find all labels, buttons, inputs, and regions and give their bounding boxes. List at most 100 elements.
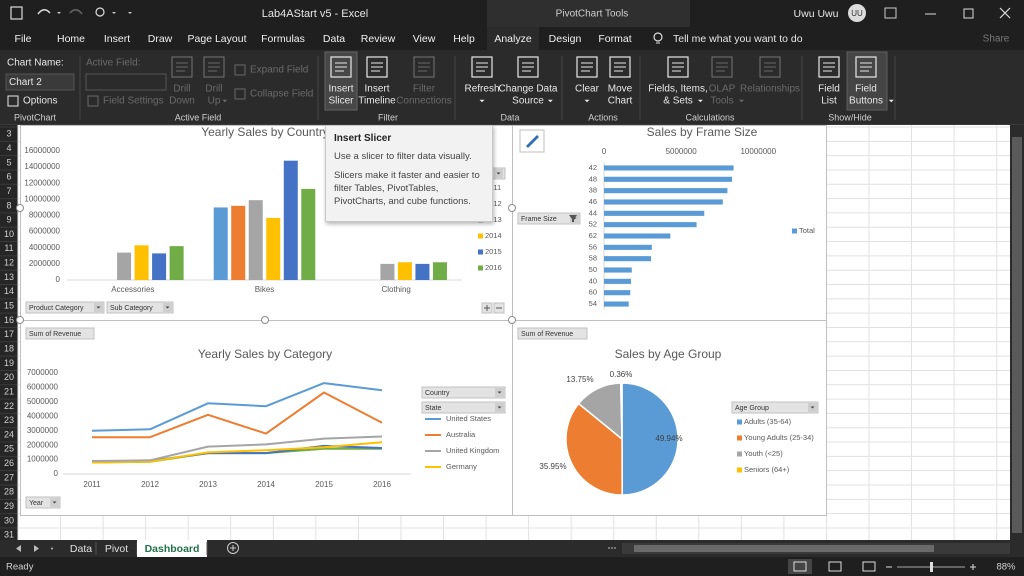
ribbon-tab[interactable]: Help: [453, 33, 475, 45]
ribbon-button: Expand Field: [250, 65, 308, 76]
ribbon-caption: Active Field:: [86, 58, 140, 69]
ribbon-tab[interactable]: Data: [323, 33, 345, 45]
x-tick-label: 2015: [315, 480, 333, 489]
ribbon-tab[interactable]: Insert: [104, 33, 130, 45]
status-text: Ready: [6, 562, 34, 573]
ribbon-icon: [330, 56, 352, 78]
ribbon-button[interactable]: List: [821, 96, 837, 107]
zoom-thumb[interactable]: [930, 562, 933, 572]
ribbon-button[interactable]: Field: [855, 84, 877, 95]
new-sheet[interactable]: [227, 542, 239, 554]
field-button[interactable]: [517, 327, 588, 340]
ribbon-button[interactable]: Source: [512, 96, 544, 107]
ribbon-button[interactable]: Change Data: [499, 84, 558, 95]
share[interactable]: Share: [983, 34, 1010, 45]
ribbon-tab[interactable]: Design: [549, 33, 582, 45]
ribbon-icon: [366, 56, 388, 78]
save-icon[interactable]: [10, 6, 23, 20]
field-button[interactable]: [421, 386, 506, 399]
ribbon-button[interactable]: Options: [23, 96, 57, 107]
y-tick-label: 8000000: [29, 211, 61, 220]
ribbon-button[interactable]: Slicer: [328, 96, 354, 107]
x-tick-label: 2011: [83, 480, 101, 489]
ribbon-button: Down: [169, 96, 195, 107]
ribbon-button: Drill: [205, 84, 222, 95]
page-break-view[interactable]: [862, 561, 876, 572]
ribbon-button[interactable]: Refresh: [464, 84, 499, 95]
bar: [604, 301, 629, 307]
ribbon-button[interactable]: Timeline: [358, 96, 396, 107]
ribbon-button[interactable]: Move: [608, 84, 633, 95]
ribbon-button: Connections: [396, 96, 452, 107]
row-number: 28: [4, 487, 14, 497]
nav-next: [34, 545, 39, 552]
ribbon-button[interactable]: Fields, Items,: [648, 84, 707, 95]
field-button[interactable]: [25, 301, 105, 314]
ribbon-input[interactable]: [5, 73, 75, 91]
ribbon-tab[interactable]: Draw: [148, 33, 173, 45]
sheet-tab[interactable]: Dashboard: [145, 543, 200, 555]
line: [92, 391, 383, 439]
field-button[interactable]: [421, 401, 506, 414]
ribbon-tab[interactable]: Review: [361, 33, 396, 45]
field-button[interactable]: [25, 496, 61, 509]
field-button[interactable]: [731, 401, 819, 414]
ribbon-tab[interactable]: Home: [57, 33, 85, 45]
ribbon-tab[interactable]: Formulas: [261, 33, 305, 45]
ribbon-button[interactable]: Insert: [364, 84, 389, 95]
y-tick-label: 0: [56, 275, 61, 284]
legend-label: Youth (<25): [744, 449, 783, 458]
ribbon-tab[interactable]: Page Layout: [188, 33, 247, 45]
field-button-label: Sub Category: [110, 305, 153, 312]
selected-highlight: [846, 51, 888, 111]
context-band: [487, 0, 690, 27]
row-number: 5: [6, 157, 11, 167]
restore[interactable]: [963, 8, 974, 19]
v-scroll-thumb[interactable]: [1012, 137, 1022, 533]
ribbon-button[interactable]: Clear: [575, 84, 600, 95]
normal-view[interactable]: [793, 561, 807, 572]
dropdown-arrow: [739, 99, 744, 103]
ribbon-tab[interactable]: Analyze: [494, 33, 532, 45]
field-button[interactable]: [517, 212, 581, 225]
ribbon-button: OLAP: [709, 84, 736, 95]
ribbon-tab[interactable]: View: [413, 33, 436, 45]
page-layout-view[interactable]: [828, 561, 842, 572]
nav-prev: [16, 545, 21, 552]
group-label: Show/Hide: [828, 112, 872, 122]
ribbon-icon: [471, 56, 493, 78]
ribbon-button[interactable]: Insert: [328, 84, 353, 95]
ribbon-icon: [667, 56, 689, 78]
group-label: PivotChart: [14, 112, 57, 122]
legend-label: 2015: [485, 247, 502, 256]
ribbon-button[interactable]: Chart: [608, 96, 633, 107]
ribbon-button[interactable]: & Sets: [663, 96, 692, 107]
ribbon-button[interactable]: Buttons: [849, 96, 883, 107]
x-tick-label: Accessories: [111, 285, 154, 294]
field-button[interactable]: [106, 301, 174, 314]
sheet-tab[interactable]: Data: [70, 543, 92, 555]
zoom-level[interactable]: 88%: [996, 562, 1016, 573]
ribbon-options[interactable]: [884, 7, 897, 19]
bar: [604, 233, 671, 239]
legend-label: 2016: [485, 263, 502, 272]
y-tick-label: 12000000: [24, 178, 60, 187]
dropdown-arrow: [479, 99, 485, 103]
row-number: 26: [4, 458, 14, 468]
close: [999, 7, 1011, 19]
chart-title: Sales by Frame Size: [647, 125, 758, 139]
ribbon-tab[interactable]: Format: [598, 33, 631, 45]
zoom-in: [970, 564, 976, 570]
bar: [604, 176, 733, 182]
bar: [380, 263, 395, 280]
row-number: 30: [4, 515, 14, 525]
field-button[interactable]: [25, 327, 95, 340]
sheet-tab[interactable]: Pivot: [105, 543, 128, 555]
h-scroll-thumb[interactable]: [634, 545, 934, 552]
bar: [266, 217, 281, 280]
ribbon-button[interactable]: Field: [818, 84, 840, 95]
row-number: 16: [4, 315, 14, 325]
ribbon-tab[interactable]: File: [15, 33, 32, 45]
row-number: 13: [4, 272, 14, 282]
tell-me[interactable]: Tell me what you want to do: [673, 33, 803, 45]
